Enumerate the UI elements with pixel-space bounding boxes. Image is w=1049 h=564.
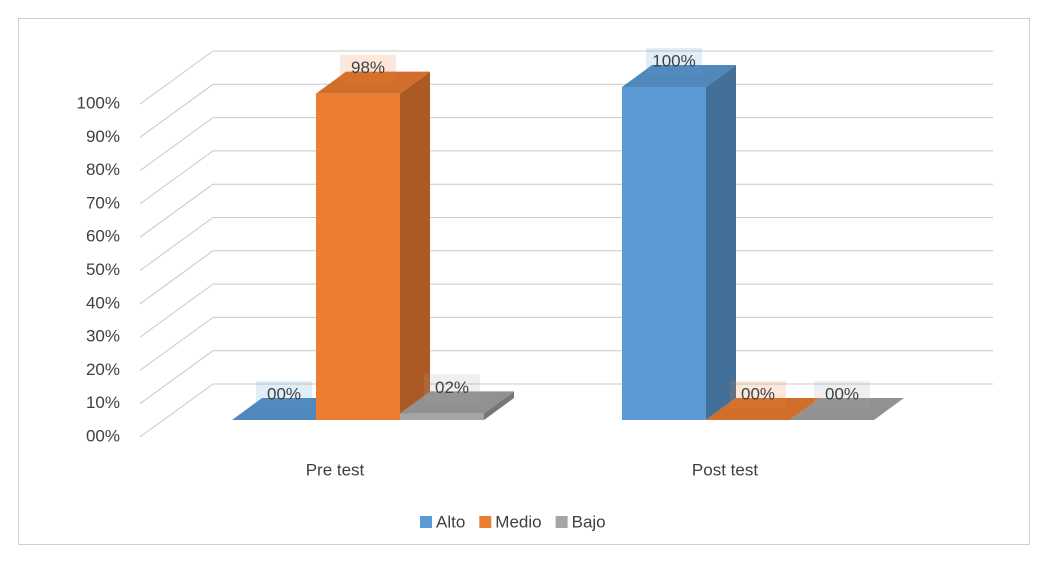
legend-label: Medio	[495, 512, 541, 531]
y-tick-label: 20%	[86, 360, 120, 379]
y-tick-label: 50%	[86, 260, 120, 279]
data-label: 02%	[435, 378, 469, 397]
data-label-bg	[814, 381, 870, 409]
bar-side	[706, 65, 736, 420]
bar-top	[622, 65, 736, 87]
grid-line	[139, 250, 214, 305]
y-tick-label: 40%	[86, 293, 120, 312]
bar-side	[400, 71, 430, 420]
legend-swatch	[479, 516, 492, 528]
bar-top	[790, 398, 904, 420]
data-label-bg	[340, 54, 396, 83]
grid-line	[139, 50, 214, 105]
bar-front	[400, 413, 484, 420]
grid-line	[139, 117, 214, 172]
legend-label: Bajo	[572, 512, 606, 531]
grid-line	[139, 316, 214, 371]
bar-top	[400, 391, 514, 414]
y-tick-label: 90%	[86, 127, 120, 146]
data-label: 00%	[267, 384, 301, 403]
legend-swatch	[420, 516, 432, 528]
y-tick-label: 70%	[86, 193, 120, 212]
legend-swatch	[555, 516, 568, 528]
grid-line	[139, 350, 214, 405]
bar-side	[484, 391, 514, 420]
data-label: 00%	[825, 384, 859, 403]
x-tick-label: Pre test	[306, 460, 365, 479]
grid-line	[139, 150, 214, 205]
data-label: 100%	[652, 51, 695, 70]
bar-front	[622, 87, 706, 420]
grid-line	[139, 283, 214, 338]
bar-front	[316, 93, 400, 420]
data-label-bg	[256, 381, 312, 409]
y-tick-label: 30%	[86, 327, 120, 346]
data-label-bg	[424, 374, 480, 403]
grid-line	[139, 183, 214, 238]
y-tick-label: 60%	[86, 227, 120, 246]
y-tick-label: 10%	[86, 393, 120, 412]
data-label: 00%	[741, 384, 775, 403]
grid-line	[139, 217, 214, 271]
legend-label: Alto	[436, 512, 465, 531]
data-label-bg	[646, 48, 702, 76]
bar-top	[316, 71, 430, 94]
grid-line	[139, 83, 214, 138]
data-label-bg	[730, 381, 786, 409]
chart-border	[18, 18, 1030, 545]
y-tick-label: 80%	[86, 160, 120, 179]
data-label: 98%	[351, 58, 385, 77]
grid-line	[139, 383, 214, 438]
y-tick-label: 00%	[86, 426, 120, 445]
y-tick-label: 100%	[77, 93, 120, 112]
x-tick-label: Post test	[692, 460, 758, 479]
bar-top	[706, 398, 820, 420]
